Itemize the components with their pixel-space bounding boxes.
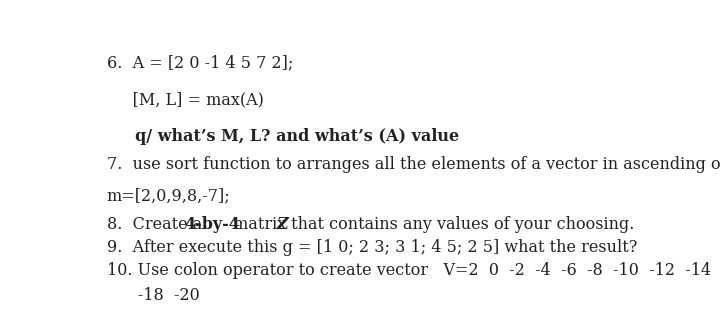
Text: 8.  Create a: 8. Create a xyxy=(107,217,207,233)
Text: Z: Z xyxy=(277,217,289,233)
Text: 7.  use sort function to arranges all the elements of a vector in ascending orde: 7. use sort function to arranges all the… xyxy=(107,156,720,173)
Text: q/ what’s M, L? and what’s (A) value: q/ what’s M, L? and what’s (A) value xyxy=(107,128,459,144)
Text: 4-by-4: 4-by-4 xyxy=(184,217,240,233)
Text: -18  -20: -18 -20 xyxy=(107,287,199,304)
Text: that contains any values of your choosing.: that contains any values of your choosin… xyxy=(286,217,634,233)
Text: 9.  After execute this g = [1 0; 2 3; 3 1; 4 5; 2 5] what the result?: 9. After execute this g = [1 0; 2 3; 3 1… xyxy=(107,239,637,256)
Text: matrix: matrix xyxy=(228,217,291,233)
Text: m=[2,0,9,8,-7];: m=[2,0,9,8,-7]; xyxy=(107,188,230,205)
Text: 6.  A = [2 0 -1 4 5 7 2];: 6. A = [2 0 -1 4 5 7 2]; xyxy=(107,54,293,71)
Text: [M, L] = max(A): [M, L] = max(A) xyxy=(107,91,264,109)
Text: 10. Use colon operator to create vector   V=2  0  -2  -4  -6  -8  -10  -12  -14 : 10. Use colon operator to create vector … xyxy=(107,262,720,279)
